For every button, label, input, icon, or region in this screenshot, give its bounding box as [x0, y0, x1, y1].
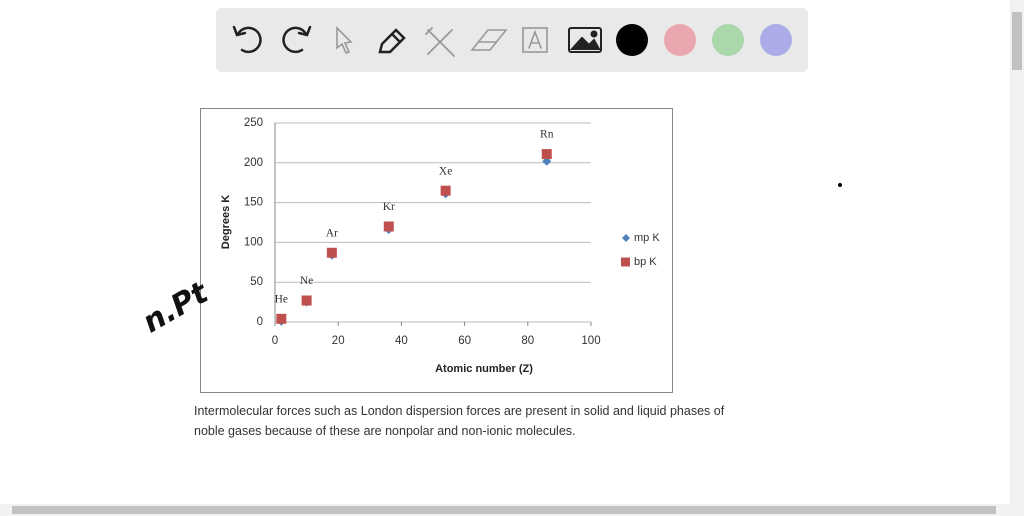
text-button[interactable] — [522, 27, 548, 53]
x-tick-label: 0 — [272, 335, 278, 347]
y-tick-label: 0 — [257, 316, 263, 328]
color-purple[interactable] — [760, 24, 792, 56]
y-axis-label: Degrees K — [220, 195, 232, 249]
redo-button[interactable] — [282, 25, 312, 54]
point-label: Ar — [326, 227, 338, 239]
point — [301, 295, 312, 306]
point-label: He — [275, 293, 288, 305]
x-tick-label: 40 — [395, 335, 408, 347]
toolbar — [216, 8, 808, 72]
caption-line: noble gases because of these are nonpola… — [194, 424, 576, 438]
x-tick-label: 80 — [521, 335, 534, 347]
point — [383, 221, 394, 232]
legend-marker — [621, 257, 630, 267]
point-label: Xe — [439, 165, 452, 177]
color-black[interactable] — [616, 24, 648, 56]
legend-label: bp K — [634, 256, 657, 268]
pen-button[interactable] — [378, 28, 406, 54]
pen-dot — [838, 183, 842, 187]
point-label: Rn — [540, 129, 554, 141]
legend-label: mp K — [634, 232, 660, 244]
y-tick-label: 200 — [244, 157, 263, 169]
caption-line: Intermolecular forces such as London dis… — [194, 404, 725, 418]
point — [541, 149, 552, 160]
eraser-button[interactable] — [470, 29, 508, 51]
color-pink[interactable] — [664, 24, 696, 56]
color-green[interactable] — [712, 24, 744, 56]
x-tick-label: 20 — [332, 335, 345, 347]
y-tick-label: 100 — [244, 236, 263, 248]
legend-marker — [622, 234, 630, 242]
scroll-thumb[interactable] — [1012, 12, 1022, 70]
chart-frame — [200, 108, 673, 393]
tools-button[interactable] — [425, 27, 455, 57]
select-button[interactable] — [336, 26, 353, 54]
x-tick-label: 100 — [581, 335, 600, 347]
point-label: Kr — [383, 201, 395, 213]
y-tick-label: 50 — [250, 276, 263, 288]
x-tick-label: 60 — [458, 335, 471, 347]
point — [276, 313, 287, 324]
image-button[interactable] — [568, 27, 602, 53]
vertical-scrollbar[interactable] — [1010, 0, 1024, 504]
point-label: Ne — [300, 275, 313, 287]
y-tick-label: 150 — [244, 197, 263, 209]
point — [326, 247, 337, 258]
x-axis-label: Atomic number (Z) — [435, 363, 533, 375]
undo-button[interactable] — [232, 25, 262, 54]
scroll-thumb[interactable] — [12, 506, 996, 514]
point — [440, 185, 451, 196]
y-tick-label: 250 — [244, 117, 263, 129]
